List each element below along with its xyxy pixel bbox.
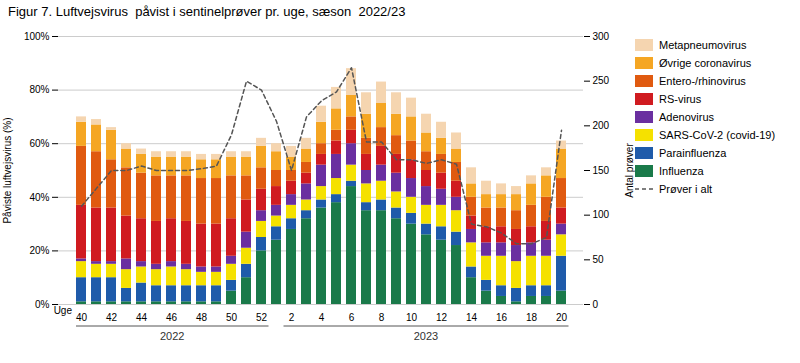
html-text:RS-virus: RS-virus	[659, 93, 702, 105]
svg-text:10: 10	[406, 312, 418, 323]
svg-text:8: 8	[379, 312, 385, 323]
svg-text:40: 40	[76, 312, 88, 323]
html-text:Influenza: Influenza	[659, 165, 704, 177]
svg-text:52: 52	[256, 312, 268, 323]
svg-text:Påviste luftvejsvirus (%): Påviste luftvejsvirus (%)	[2, 117, 13, 223]
svg-text:20%: 20%	[29, 245, 49, 256]
svg-text:42: 42	[106, 312, 118, 323]
svg-text:2: 2	[289, 312, 295, 323]
svg-text:2023: 2023	[414, 330, 438, 342]
svg-text:16: 16	[496, 312, 508, 323]
svg-text:0%: 0%	[35, 299, 50, 310]
svg-text:60%: 60%	[29, 138, 49, 149]
svg-text:44: 44	[136, 312, 148, 323]
html-text:Øvrige coronavirus: Øvrige coronavirus	[659, 57, 752, 69]
html-text:Prøver i alt: Prøver i alt	[659, 183, 713, 195]
svg-text:100%: 100%	[24, 31, 50, 42]
svg-text:80%: 80%	[29, 84, 49, 95]
svg-text:4: 4	[319, 312, 325, 323]
svg-text:6: 6	[349, 312, 355, 323]
html-text:Figur 7. Luftvejsvirus påvist: Figur 7. Luftvejsvirus påvist i sentinel…	[8, 4, 406, 19]
html-text:Metapneumovirus: Metapneumovirus	[659, 39, 747, 51]
svg-text:100: 100	[593, 209, 610, 220]
svg-text:250: 250	[593, 75, 610, 86]
svg-text:Antal prøver: Antal prøver	[624, 143, 635, 198]
html-text:SARS-CoV-2 (covid-19): SARS-CoV-2 (covid-19)	[659, 129, 776, 141]
svg-text:300: 300	[593, 31, 610, 42]
svg-text:2022: 2022	[160, 330, 184, 342]
svg-text:12: 12	[436, 312, 448, 323]
svg-text:46: 46	[166, 312, 178, 323]
svg-text:50: 50	[593, 254, 605, 265]
svg-text:20: 20	[556, 312, 568, 323]
svg-text:150: 150	[593, 165, 610, 176]
html-text:Entero-/rhinovirus: Entero-/rhinovirus	[659, 75, 746, 87]
svg-text:200: 200	[593, 120, 610, 131]
html-text:Parainfluenza: Parainfluenza	[659, 147, 727, 159]
html-text:Adenovirus: Adenovirus	[659, 111, 714, 123]
svg-text:18: 18	[526, 312, 538, 323]
svg-text:14: 14	[466, 312, 478, 323]
svg-text:48: 48	[196, 312, 208, 323]
svg-text:Uge: Uge	[54, 305, 73, 316]
svg-text:50: 50	[226, 312, 238, 323]
svg-text:40%: 40%	[29, 192, 49, 203]
svg-text:0: 0	[593, 299, 599, 310]
